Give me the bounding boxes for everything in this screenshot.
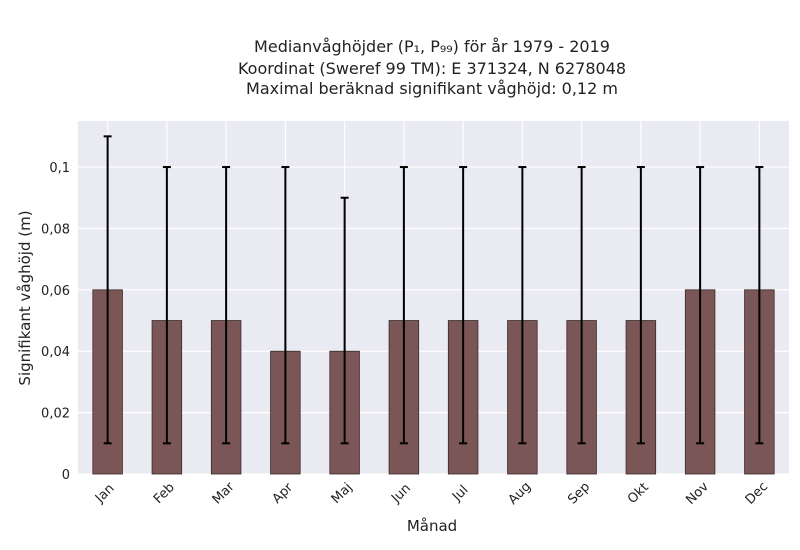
- error-bar-jan: [103, 135, 112, 445]
- y-axis-label: Signifikant våghöjd (m): [16, 210, 34, 385]
- error-bar-nov: [696, 166, 705, 445]
- plot-area: [78, 121, 789, 474]
- x-tick-label-mar: Mar: [210, 479, 238, 507]
- x-tick-label-okt: Okt: [625, 480, 652, 507]
- x-tick-label-jan: Jan: [92, 481, 117, 506]
- x-tick-label-nov: Nov: [683, 479, 712, 508]
- chart-title: Medianvåghöjder (P₁, P₉₉) för år 1979 - …: [238, 37, 626, 98]
- y-tick-label: 0,08: [41, 222, 70, 237]
- x-axis-ticks: Jan Feb Mar Apr Maj Jun Jul Aug Sep Okt Nov Dec: [92, 479, 771, 508]
- x-tick-label-aug: Aug: [506, 479, 535, 508]
- error-bar-jul: [459, 166, 468, 445]
- error-bar-maj: [340, 196, 349, 445]
- error-bar-sep: [577, 166, 586, 445]
- y-tick-label: 0,06: [41, 284, 70, 299]
- x-axis-label: Månad: [407, 517, 457, 535]
- chart-title-line-3: Maximal beräknad signifikant våghöjd: 0,…: [246, 79, 618, 98]
- x-tick-label-feb: Feb: [151, 480, 178, 507]
- x-tick-label-jul: Jul: [449, 483, 471, 505]
- y-tick-label: 0,04: [41, 345, 70, 360]
- y-tick-label: 0,1: [49, 161, 70, 176]
- error-bar-feb: [162, 166, 171, 445]
- error-bar-dec: [755, 166, 764, 445]
- error-bar-apr: [281, 166, 290, 445]
- chart-title-line-1: Medianvåghöjder (P₁, P₉₉) för år 1979 - …: [254, 37, 610, 56]
- y-tick-label: 0: [62, 468, 70, 483]
- chart-title-line-2: Koordinat (Sweref 99 TM): E 371324, N 62…: [238, 59, 626, 78]
- x-tick-label-dec: Dec: [743, 479, 771, 507]
- x-tick-label-apr: Apr: [270, 480, 297, 507]
- error-bar-okt: [636, 166, 645, 445]
- x-tick-label-jun: Jun: [388, 481, 414, 507]
- error-bar-jun: [399, 166, 408, 445]
- y-tick-label: 0,02: [41, 407, 70, 422]
- y-axis-ticks: 0 0,02 0,04 0,06 0,08 0,1: [41, 161, 70, 483]
- error-bars: [103, 135, 764, 445]
- error-bar-mar: [222, 166, 231, 445]
- error-bar-aug: [518, 166, 527, 445]
- x-tick-label-maj: Maj: [329, 480, 356, 507]
- x-tick-label-sep: Sep: [565, 480, 593, 508]
